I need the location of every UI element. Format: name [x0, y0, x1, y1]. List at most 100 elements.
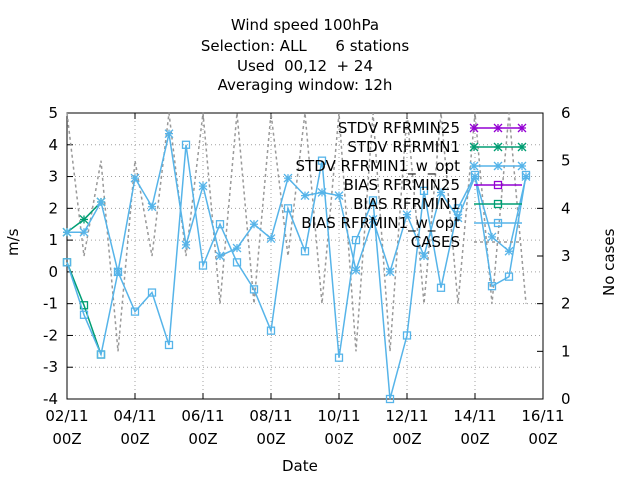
data-point-square [385, 394, 395, 404]
x-tick-label-date: 12/11 [385, 407, 428, 425]
y2-tick-label: 2 [561, 295, 571, 313]
data-point-star [453, 213, 463, 223]
legend-marker-star [517, 161, 527, 171]
data-point-square [113, 267, 123, 277]
data-point-star [79, 214, 89, 224]
x-tick-label-hour: 00Z [528, 430, 557, 448]
y-tick-label: -2 [43, 326, 58, 344]
x-tick-label-date: 14/11 [453, 407, 496, 425]
data-point-square [215, 220, 225, 229]
data-point-star [96, 197, 106, 207]
x-axis-title: Date [282, 457, 318, 475]
data-point-square [300, 247, 310, 256]
data-point-star [368, 214, 378, 224]
data-point-square [266, 326, 276, 335]
data-point-star [181, 240, 191, 250]
data-point-star [351, 265, 361, 275]
legend-marker-star [517, 123, 527, 133]
legend-marker-star [469, 123, 479, 133]
y2-tick-label: 1 [561, 342, 571, 360]
data-point-square [317, 156, 327, 165]
data-point-star [147, 202, 157, 212]
data-point-star [198, 181, 208, 191]
chart-title: Wind speed 100hPa [230, 16, 380, 34]
legend-marker-star [469, 161, 479, 171]
chart-subtitle-window: Averaging window: 12h [217, 76, 393, 94]
x-tick-label-hour: 00Z [188, 430, 217, 448]
data-point-star [130, 173, 140, 183]
chart-subtitle-selection: Selection: ALL 6 stations [200, 37, 410, 55]
legend-marker-star [517, 142, 527, 152]
legend-marker-star [493, 161, 503, 171]
y2-tick-label: 6 [561, 104, 571, 122]
legend-marker-square [493, 218, 503, 228]
data-point-square [487, 282, 497, 291]
data-point-star [487, 232, 497, 242]
x-tick-label-date: 06/11 [181, 407, 224, 425]
legend-label: CASES [411, 233, 460, 251]
x-tick-label-date: 10/11 [317, 407, 360, 425]
x-tick-label-hour: 00Z [120, 430, 149, 448]
data-point-star [232, 243, 242, 253]
y2-tick-label: 0 [561, 390, 571, 408]
data-point-star [334, 191, 344, 201]
data-point-star [164, 129, 174, 139]
chart-subtitle-used: Used 00,12 + 24 [237, 57, 373, 75]
legend-marker-square [493, 180, 503, 190]
legend-marker-square [493, 199, 503, 209]
x-tick-label-hour: 00Z [324, 430, 353, 448]
x-tick-label-hour: 00Z [256, 430, 285, 448]
x-tick-label-hour: 00Z [460, 430, 489, 448]
legend-label: STDV RFRMIN1_w_opt [296, 157, 461, 176]
y-tick-label: 5 [48, 104, 58, 122]
data-point-square [504, 272, 514, 281]
y-tick-label: 4 [48, 136, 58, 154]
data-point-star [300, 191, 310, 201]
data-point-star [385, 267, 395, 277]
y-tick-label: 2 [48, 199, 58, 217]
data-point-star [266, 234, 276, 243]
data-point-square [79, 310, 89, 319]
legend-marker-star [469, 142, 479, 152]
legend-label: STDV RFRMIN25 [338, 119, 460, 137]
data-point-star [62, 227, 72, 237]
data-point-square [232, 258, 242, 267]
data-point-square [521, 170, 531, 180]
data-point-square [453, 204, 463, 213]
data-point-star [402, 210, 412, 220]
data-point-star [283, 173, 293, 183]
data-point-square [147, 288, 157, 297]
legend-label: BIAS RFRMIN1_w_opt [301, 214, 460, 233]
y-tick-label: -4 [43, 390, 58, 408]
data-point-square [402, 331, 412, 340]
x-tick-label-date: 04/11 [113, 407, 156, 425]
legend-marker-star [493, 123, 503, 133]
data-point-square [470, 170, 480, 180]
series-line-4 [66, 262, 102, 355]
data-point-square [130, 307, 140, 316]
data-point-square [96, 350, 106, 359]
data-point-square [419, 186, 429, 196]
data-point-square [249, 285, 259, 294]
data-point-star [249, 219, 259, 229]
y2-tick-label: 4 [561, 199, 571, 217]
data-point-star [504, 246, 514, 256]
legend-label: BIAS RFRMIN25 [344, 176, 460, 194]
y2-tick-label: 3 [561, 247, 571, 265]
data-point-square [334, 353, 344, 362]
x-tick-label-date: 02/11 [45, 407, 88, 425]
legend-label: BIAS RFRMIN1 [353, 195, 460, 213]
y-tick-label: -3 [43, 358, 58, 376]
data-point-star [419, 251, 429, 261]
x-tick-label-hour: 00Z [392, 430, 421, 448]
x-tick-label-hour: 00Z [52, 430, 81, 448]
data-point-square [351, 235, 361, 245]
y-tick-label: 1 [48, 231, 58, 249]
data-point-square [436, 283, 446, 292]
x-tick-label-date: 08/11 [249, 407, 292, 425]
data-point-square [181, 140, 191, 149]
legend-label: STDV RFRMIN1 [347, 138, 460, 156]
series-line-2 [67, 133, 527, 275]
